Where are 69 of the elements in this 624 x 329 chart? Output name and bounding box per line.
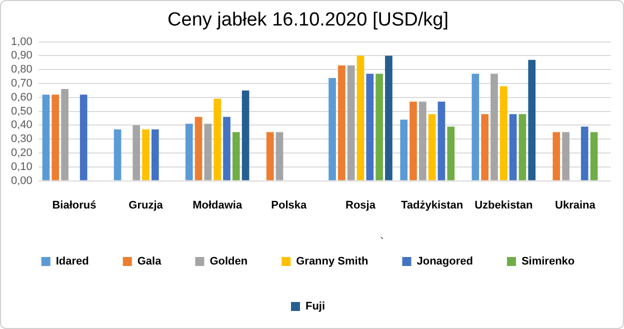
x-tick-label: Rosja bbox=[346, 199, 376, 212]
bar bbox=[509, 114, 517, 180]
y-tick-label: 0,30 bbox=[10, 133, 32, 146]
y-tick-label: 0,80 bbox=[10, 64, 32, 76]
bar bbox=[132, 125, 140, 180]
bar bbox=[500, 86, 508, 180]
bar bbox=[490, 74, 498, 180]
x-tick-label: Polska bbox=[271, 199, 308, 212]
y-tick-label: 0,60 bbox=[10, 91, 32, 104]
bar bbox=[266, 132, 274, 180]
bar bbox=[80, 94, 88, 180]
bar bbox=[242, 90, 250, 180]
bar bbox=[385, 56, 392, 180]
text: ` bbox=[380, 235, 384, 250]
bar bbox=[366, 74, 374, 180]
x-tick-label: Gruzja bbox=[128, 199, 164, 212]
y-tick-label: 0,50 bbox=[10, 105, 32, 118]
bar bbox=[347, 65, 355, 180]
y-tick-label: 1,00 bbox=[10, 36, 32, 48]
x-tick-label: Uzbekistan bbox=[474, 199, 533, 212]
bar bbox=[438, 102, 446, 180]
bar bbox=[428, 114, 436, 180]
legend-label: Granny Smith bbox=[296, 256, 369, 268]
bar bbox=[590, 132, 598, 180]
bar bbox=[338, 65, 346, 180]
bar bbox=[418, 102, 426, 180]
y-tick-label: 0,00 bbox=[10, 174, 32, 187]
bar bbox=[214, 98, 222, 180]
bar bbox=[204, 124, 212, 180]
chart-title: Ceny jabłek 16.10.2020 [USD/kg] bbox=[168, 10, 448, 31]
legend-label: Simirenko bbox=[521, 256, 575, 268]
bar bbox=[61, 89, 68, 180]
bar bbox=[518, 114, 526, 180]
x-tick-label: Ukraina bbox=[555, 199, 596, 212]
bar bbox=[562, 132, 570, 180]
bar bbox=[376, 74, 383, 180]
bar bbox=[580, 126, 588, 180]
bar bbox=[194, 116, 202, 180]
y-tick-label: 0,90 bbox=[10, 50, 32, 62]
legend-label: Idared bbox=[56, 256, 89, 268]
y-tick-label: 0,70 bbox=[10, 78, 32, 90]
bar bbox=[400, 120, 408, 180]
bar bbox=[42, 94, 50, 180]
x-tick-label: Tadżykistan bbox=[400, 199, 464, 212]
bar bbox=[223, 116, 230, 180]
bar bbox=[152, 129, 159, 180]
x-tick-label: Białoruś bbox=[52, 199, 96, 212]
bar bbox=[232, 132, 240, 180]
bar bbox=[528, 60, 536, 180]
legend-label: Gala bbox=[137, 256, 162, 268]
y-tick-label: 0,20 bbox=[10, 147, 32, 160]
bar bbox=[328, 78, 336, 180]
bar bbox=[481, 114, 488, 180]
y-tick-label: 0,10 bbox=[10, 160, 32, 173]
bar bbox=[114, 129, 122, 180]
legend-label: Fuji bbox=[305, 300, 326, 313]
bar bbox=[356, 56, 364, 180]
y-tick-label: 0,40 bbox=[10, 119, 32, 132]
x-tick-label: Mołdawia bbox=[192, 199, 243, 212]
bar bbox=[52, 94, 60, 180]
legend-label: Jonagored bbox=[416, 256, 473, 268]
bar bbox=[472, 74, 480, 180]
bar bbox=[276, 132, 284, 180]
bar bbox=[410, 102, 417, 180]
bar bbox=[185, 124, 193, 180]
bar bbox=[552, 132, 560, 180]
legend-label: Golden bbox=[210, 256, 248, 268]
bar bbox=[142, 129, 150, 180]
bar bbox=[447, 126, 455, 180]
